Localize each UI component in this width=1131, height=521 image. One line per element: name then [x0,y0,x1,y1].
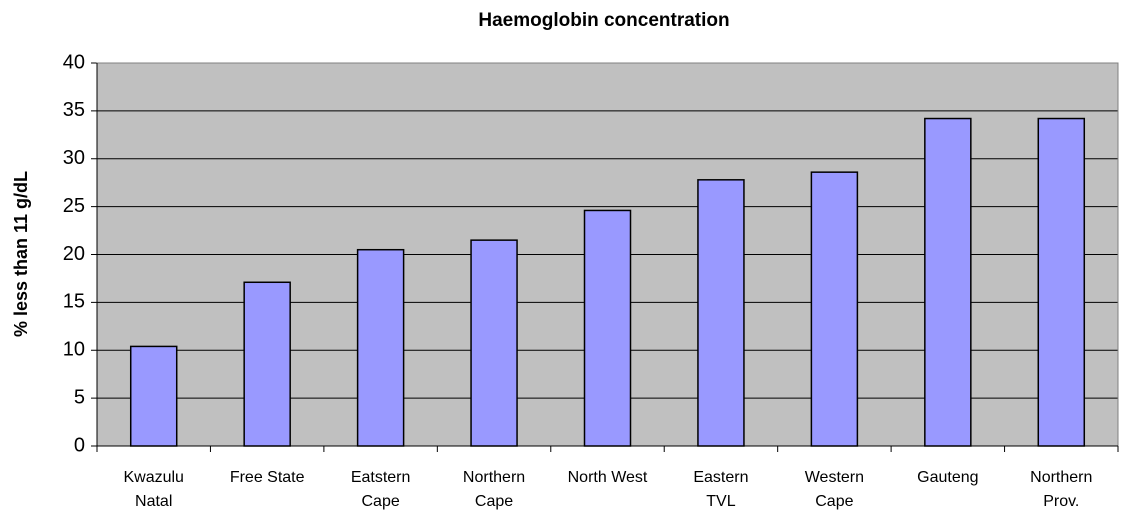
x-tick-label-line: Western [805,469,864,486]
y-axis-label: % less than 11 g/dL [11,171,31,337]
x-tick-label-line: Kwazulu [123,469,183,486]
bar [810,171,859,447]
bar [243,281,291,447]
bar [470,239,518,447]
x-tick-label: Kwazulu Natal [123,469,183,510]
x-tick-label: Eastern TVL [693,469,748,510]
y-tick-label: 35 [63,99,85,121]
x-tick-label-line: Prov. [1043,493,1079,510]
x-tick-label-line: Eatstern [351,469,411,486]
y-tick-label: 5 [74,386,85,408]
y-tick-label: 10 [63,339,85,361]
x-tick-label-line: Cape [475,493,513,510]
x-tick-label-line: Gauteng [917,469,978,486]
y-tick-label: 30 [63,147,85,169]
bar [1037,117,1086,447]
x-tick-label-line: Northern [463,469,525,486]
x-tick-label-line: Cape [361,493,399,510]
bar [129,345,178,447]
x-tick-label: Eatstern Cape [351,469,411,510]
bar [356,248,405,447]
bar [697,179,745,447]
x-tick-label-line: Free State [230,469,305,486]
x-tick-label-line: Cape [815,493,853,510]
x-tick-label-line: TVL [706,493,735,510]
x-tick-label: Gauteng [917,469,978,486]
x-tick-label-line: Eastern [693,469,748,486]
y-tick-label: 25 [63,195,85,217]
x-tick-label: Northern Cape [463,469,525,510]
x-tick-label-line: Northern [1030,469,1092,486]
x-tick-label: Western Cape [805,469,864,510]
bar [924,117,972,447]
y-tick-label: 40 [63,51,85,73]
y-tick-label: 20 [63,243,85,265]
x-tick-label-line: Natal [135,493,172,510]
x-tick-label-line: North West [568,469,648,486]
y-tick-label: 0 [74,434,85,456]
x-tick-label: North West [568,469,648,486]
y-tick-label: 15 [63,291,85,313]
x-tick-label: Northern Prov. [1030,469,1092,510]
chart-title: Haemoglobin concentration [478,10,729,31]
x-tick-label: Free State [230,469,305,486]
bar [583,209,632,447]
